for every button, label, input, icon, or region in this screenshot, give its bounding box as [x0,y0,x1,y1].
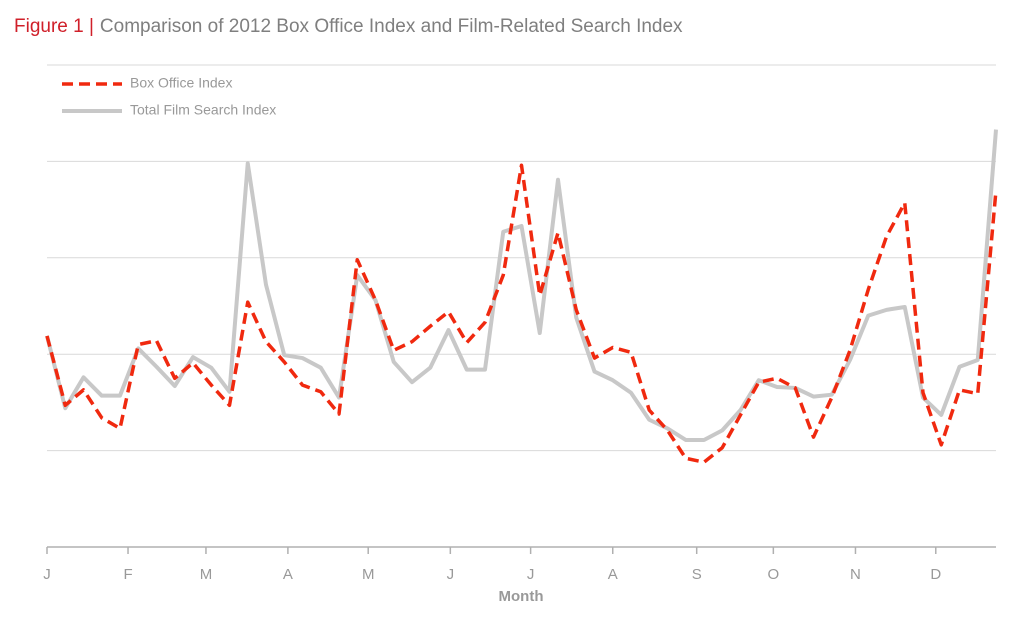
chart-title: Comparison of 2012 Box Office Index and … [100,16,683,37]
x-tick-label: D [930,566,941,583]
legend-label: Box Office Index [130,75,232,91]
x-tick-label: J [43,566,51,583]
x-tick-label: N [850,566,861,583]
x-tick-label: J [447,566,455,583]
x-tick-label: M [362,566,375,583]
x-tick-label: A [283,566,293,583]
legend-label: Total Film Search Index [130,102,276,118]
series-line [45,163,998,464]
x-tick-label: S [692,566,702,583]
x-tick-label: J [527,566,535,583]
x-tick-label: F [123,566,132,583]
x-tick-label: A [608,566,618,583]
figure-label: Figure 1 | [14,16,94,37]
series-line [45,129,998,442]
x-tick-label: M [200,566,213,583]
x-axis-label: Month [499,588,544,605]
x-tick-label: O [768,566,780,583]
